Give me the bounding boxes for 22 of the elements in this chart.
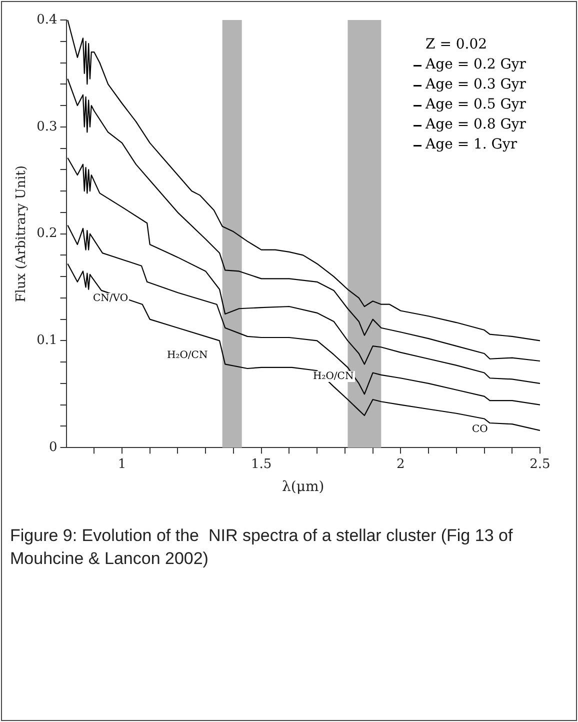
y-tick-label: 0.3 (36, 119, 58, 134)
x-tick-label: 1.5 (250, 456, 272, 472)
y-tick-label: 0.4 (36, 12, 58, 28)
y-tick-label: 0 (48, 440, 58, 455)
x-tick-label: 2 (396, 456, 405, 472)
annotation: H₂O/CN (312, 371, 355, 382)
annotation: CO (471, 424, 489, 435)
x-tick-label: 1 (118, 456, 126, 472)
legend-label: Age = 0.2 Gyr (424, 56, 526, 73)
legend-label: Age = 0.5 Gyr (424, 96, 526, 113)
y-axis-title: Flux (Arbitrary Unit) (14, 165, 30, 302)
y-tick-label: 0.2 (36, 226, 58, 242)
caption: Figure 9: Evolution of the NIR spectra of a stellar cluster (Fig 13 of Mouhcine & Lancon 2002) (10, 525, 514, 570)
x-tick-label: 2.5 (530, 456, 550, 472)
x-axis-title: λ(μm) (282, 479, 324, 496)
legend-label: Age = 1. Gyr (424, 136, 518, 153)
legend-label: Age = 0.3 Gyr (424, 76, 526, 93)
legend-title: Z = 0.02 (426, 36, 488, 53)
y-tick-label: 0.1 (36, 333, 58, 348)
legend-label: Age = 0.8 Gyr (424, 116, 526, 133)
annotation: CN/VO (92, 293, 130, 304)
annotation: H₂O/CN (166, 350, 209, 361)
